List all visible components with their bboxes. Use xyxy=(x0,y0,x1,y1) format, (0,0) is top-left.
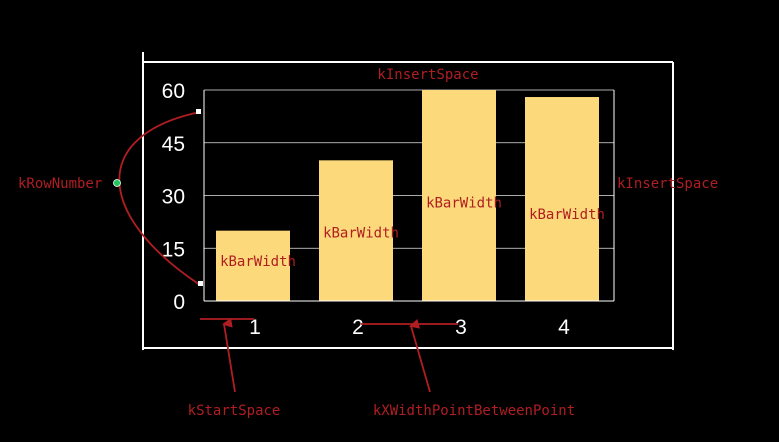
bars xyxy=(216,90,599,302)
bar-width-label: kBarWidth xyxy=(426,196,502,212)
curve-top-handle xyxy=(196,109,201,114)
insert-space-top-label: kInsertSpace xyxy=(377,67,478,83)
y-tick-label: 0 xyxy=(173,291,185,314)
row-number-curve xyxy=(118,111,201,286)
insert-space-right-label: kInsertSpace xyxy=(617,176,718,192)
curve-midpoint-marker xyxy=(113,179,121,187)
start-space-arrow xyxy=(222,317,236,393)
y-tick-labels: 0 15 30 45 60 xyxy=(162,80,185,314)
x-tick-labels: 1 2 3 4 xyxy=(249,316,570,339)
bar-width-label: kBarWidth xyxy=(529,207,605,223)
x-tick-label: 1 xyxy=(249,316,261,339)
y-tick-label: 15 xyxy=(162,238,185,261)
start-space-label: kStartSpace xyxy=(188,403,281,419)
bar-1 xyxy=(216,230,290,301)
x-tick-label: 4 xyxy=(558,316,570,339)
x-tick-label: 3 xyxy=(455,316,467,339)
outer-frame xyxy=(142,52,674,350)
row-number-label: kRowNumber xyxy=(18,176,102,192)
bar-2 xyxy=(319,160,393,301)
bar-width-labels: kBarWidth kBarWidth kBarWidth kBarWidth xyxy=(220,196,605,270)
y-tick-label: 45 xyxy=(162,133,185,156)
bar-3 xyxy=(422,90,496,301)
x-tick-label: 2 xyxy=(352,316,364,339)
curve-bottom-handle xyxy=(198,281,203,286)
bar-width-label: kBarWidth xyxy=(323,226,399,242)
y-tick-label: 60 xyxy=(162,80,185,103)
y-tick-label: 30 xyxy=(162,186,185,209)
bar-4 xyxy=(525,97,599,302)
x-width-between-label: kXWidthPointBetweenPoint xyxy=(373,403,575,419)
x-width-arrow xyxy=(409,318,431,393)
bar-width-label: kBarWidth xyxy=(220,254,296,270)
